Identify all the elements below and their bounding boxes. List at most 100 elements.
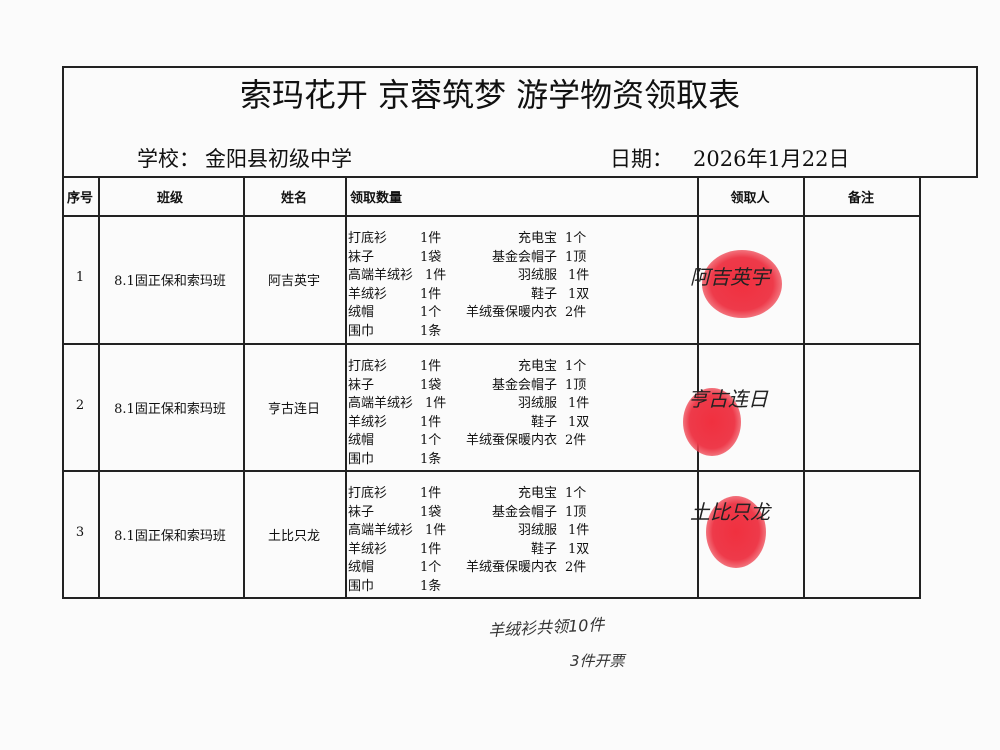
item-qty: 1个 xyxy=(420,305,442,320)
rule xyxy=(62,470,920,472)
school: 金阳县初级中学 xyxy=(205,147,352,171)
class-name: 8.1固正保和索玛班 xyxy=(114,529,226,544)
item-qty: 1双 xyxy=(568,286,590,302)
item-qty: 1个 xyxy=(565,231,587,246)
fingerprint xyxy=(683,388,741,456)
rule xyxy=(62,215,920,217)
item-qty: 1个 xyxy=(565,486,587,501)
student-name: 阿吉英宇 xyxy=(267,274,321,289)
date: 2026年1月22日 xyxy=(693,147,850,171)
item-name: 高端羊绒衫 xyxy=(348,268,414,283)
class-name: 8.1固正保和索玛班 xyxy=(114,274,226,289)
item-qty: 1袋 xyxy=(420,377,442,393)
rule xyxy=(62,343,920,345)
item-name: 基金会帽子 xyxy=(491,249,557,265)
item-qty: 1袋 xyxy=(420,249,442,265)
item-name: 羊绒衫 xyxy=(348,414,388,430)
item-name: 打底衫 xyxy=(348,231,388,246)
item-name: 充电宝 xyxy=(517,486,557,501)
item-name: 基金会帽子 xyxy=(491,377,557,393)
item-name: 袜子 xyxy=(348,249,375,265)
rule xyxy=(62,597,920,599)
item-qty: 1件 xyxy=(425,523,447,538)
item-name: 鞋子 xyxy=(530,286,557,302)
item-name: 羊绒衫 xyxy=(348,541,388,557)
item-qty: 1双 xyxy=(568,541,590,557)
rule xyxy=(803,176,805,599)
item-name: 围巾 xyxy=(348,451,375,467)
rule xyxy=(62,66,64,599)
item-name: 鞋子 xyxy=(530,414,557,430)
item-qty: 1顶 xyxy=(565,504,587,520)
item-name: 袜子 xyxy=(348,377,375,393)
item-qty: 1个 xyxy=(420,560,442,575)
item-qty: 1条 xyxy=(420,451,442,467)
signature: 土比只龙 xyxy=(690,500,770,524)
item-qty: 1件 xyxy=(420,359,442,374)
item-qty: 1袋 xyxy=(420,504,442,520)
item-qty: 1顶 xyxy=(565,377,587,393)
item-qty: 1件 xyxy=(568,523,590,538)
rule xyxy=(62,176,978,178)
item-name: 羊绒蚕保暖内衣 xyxy=(465,560,557,575)
rule xyxy=(62,66,978,68)
item-qty: 1条 xyxy=(420,323,442,339)
row-number: 3 xyxy=(75,525,85,540)
rule xyxy=(697,176,699,599)
handwritten-note: 3件开票 xyxy=(570,652,625,670)
item-name: 羽绒服 xyxy=(517,523,557,538)
item-name: 羊绒蚕保暖内衣 xyxy=(465,305,557,320)
row-number: 1 xyxy=(75,270,85,285)
item-qty: 1件 xyxy=(568,268,590,283)
rule xyxy=(919,176,921,599)
handwritten-note: 羊绒衫共领10件 xyxy=(487,614,605,641)
item-qty: 1件 xyxy=(425,268,447,283)
item-name: 充电宝 xyxy=(517,359,557,374)
item-qty: 1件 xyxy=(420,486,442,501)
item-name: 高端羊绒衫 xyxy=(348,396,414,411)
item-qty: 2件 xyxy=(565,305,587,320)
item-name: 基金会帽子 xyxy=(491,504,557,520)
item-qty: 1件 xyxy=(568,396,590,411)
item-name: 鞋子 xyxy=(530,541,557,557)
item-name: 围巾 xyxy=(348,578,375,594)
title: 索玛花开 京蓉筑梦 游学物资领取表 xyxy=(239,76,741,114)
rule xyxy=(345,176,347,599)
signature: 亨古连日 xyxy=(688,387,768,411)
item-qty: 1件 xyxy=(425,396,447,411)
date-label: 日期： xyxy=(610,147,673,171)
class-name: 8.1固正保和索玛班 xyxy=(114,402,226,417)
item-name: 绒帽 xyxy=(348,560,375,575)
item-qty: 2件 xyxy=(565,433,587,448)
student-name: 土比只龙 xyxy=(267,529,321,544)
signature: 阿吉英宇 xyxy=(690,265,770,289)
item-qty: 1件 xyxy=(420,231,442,246)
column-header: 备注 xyxy=(847,191,875,206)
student-name: 亨古连日 xyxy=(267,402,321,417)
column-header: 班级 xyxy=(156,191,184,206)
column-header: 姓名 xyxy=(280,191,308,206)
item-qty: 1件 xyxy=(420,286,442,302)
item-name: 袜子 xyxy=(348,504,375,520)
item-name: 绒帽 xyxy=(348,305,375,320)
column-header: 序号 xyxy=(66,191,94,206)
rule xyxy=(243,176,245,599)
item-name: 羽绒服 xyxy=(517,268,557,283)
item-name: 绒帽 xyxy=(348,433,375,448)
item-name: 羊绒衫 xyxy=(348,286,388,302)
item-name: 羽绒服 xyxy=(517,396,557,411)
item-name: 围巾 xyxy=(348,323,375,339)
column-header: 领取数量 xyxy=(350,191,403,206)
item-qty: 1个 xyxy=(420,433,442,448)
item-name: 打底衫 xyxy=(348,486,388,501)
fingerprint xyxy=(702,250,782,318)
item-qty: 1顶 xyxy=(565,249,587,265)
item-qty: 1件 xyxy=(420,414,442,430)
rule xyxy=(976,66,978,178)
item-qty: 1条 xyxy=(420,578,442,594)
row-number: 2 xyxy=(75,398,85,413)
item-name: 高端羊绒衫 xyxy=(348,523,414,538)
column-header: 领取人 xyxy=(730,191,770,206)
item-name: 羊绒蚕保暖内衣 xyxy=(465,433,557,448)
